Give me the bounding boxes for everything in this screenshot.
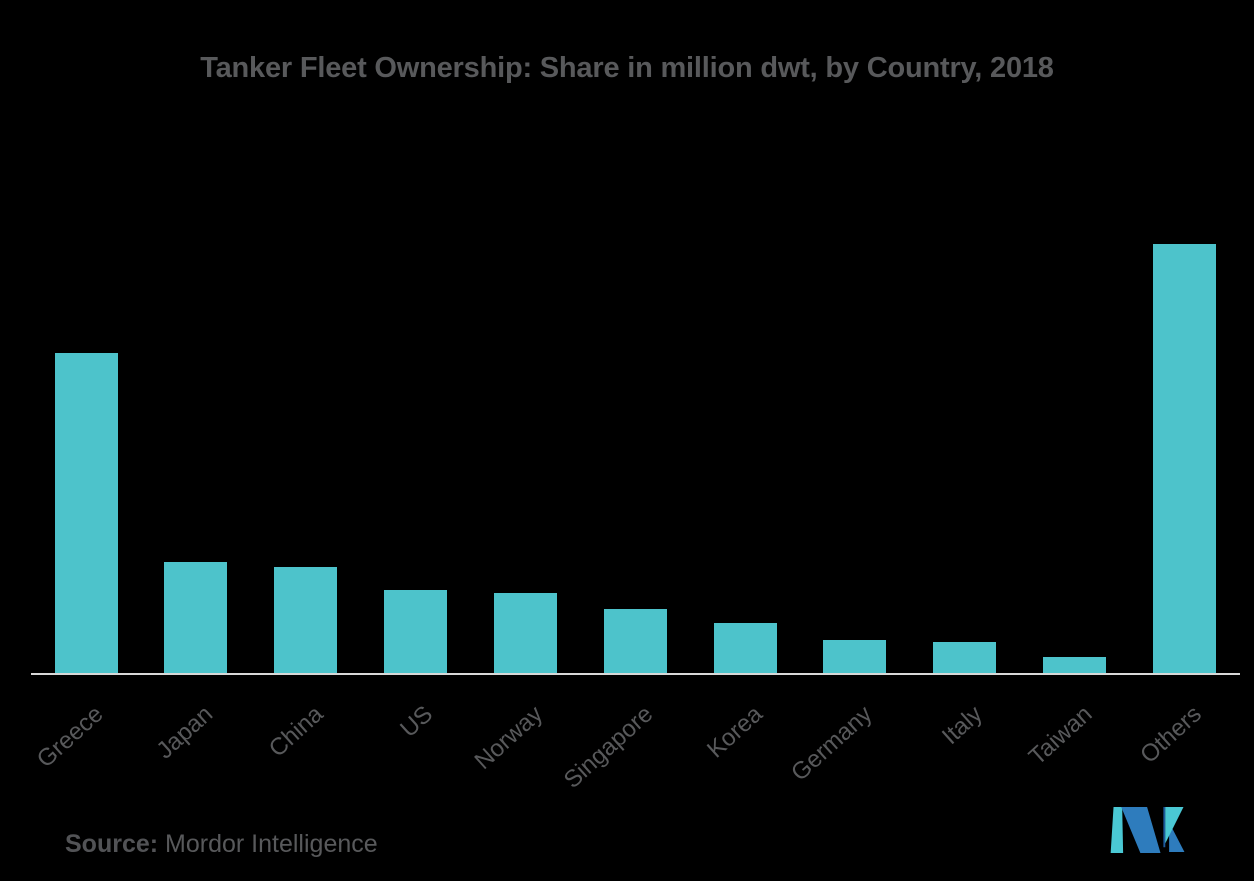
logo-right-bottom-stroke bbox=[1169, 822, 1185, 853]
bar-korea bbox=[713, 623, 777, 674]
x-label-japan: Japan bbox=[151, 700, 219, 765]
mordor-intelligence-logo bbox=[1110, 807, 1185, 853]
logo-left-leg bbox=[1110, 807, 1124, 853]
bar-japan bbox=[164, 562, 228, 674]
bar-singapore bbox=[603, 609, 667, 674]
logo-right-edge-line bbox=[1163, 807, 1166, 848]
x-label-italy: Italy bbox=[936, 700, 988, 751]
bar-norway bbox=[493, 593, 557, 674]
bar-others bbox=[1153, 243, 1216, 674]
source-value: Mordor Intelligence bbox=[165, 830, 378, 858]
x-label-korea: Korea bbox=[702, 700, 768, 764]
bar-us bbox=[384, 590, 448, 674]
bar-taiwan bbox=[1043, 657, 1107, 674]
x-label-greece: Greece bbox=[32, 700, 109, 774]
x-axis-line bbox=[31, 673, 1240, 675]
bar-italy bbox=[933, 642, 997, 674]
x-label-china: China bbox=[263, 700, 329, 763]
logo-middle-stroke bbox=[1121, 807, 1161, 853]
x-label-germany: Germany bbox=[786, 700, 878, 787]
bar-germany bbox=[823, 640, 887, 674]
x-label-taiwan: Taiwan bbox=[1023, 700, 1098, 771]
source-label: Source: bbox=[65, 830, 159, 858]
chart-title: Tanker Fleet Ownership: Share in million… bbox=[200, 52, 1054, 84]
bar-greece bbox=[54, 353, 118, 674]
x-label-norway: Norway bbox=[469, 700, 549, 776]
source-line: Source: Mordor Intelligence bbox=[65, 830, 378, 859]
x-label-others: Others bbox=[1135, 700, 1208, 769]
x-label-singapore: Singapore bbox=[558, 700, 658, 794]
x-label-us: US bbox=[395, 700, 439, 743]
bar-china bbox=[274, 567, 338, 674]
logo-right-top-triangle bbox=[1165, 807, 1184, 844]
